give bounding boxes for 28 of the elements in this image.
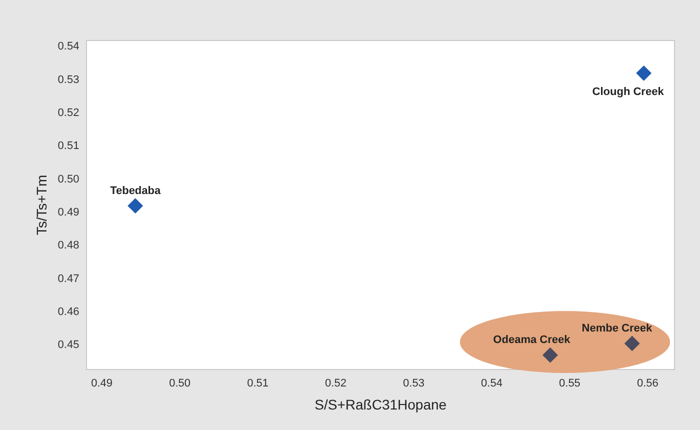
point [636,66,652,81]
x-tick-label: 0.51 [247,378,268,390]
y-tick-label: 0.53 [58,74,80,86]
annotation: Clough Creek [592,86,665,98]
y-tick-label: 0.46 [58,306,80,318]
x-tick-label: 0.50 [169,378,191,390]
y-tick-label: 0.45 [58,339,80,352]
y-tick-label: 0.52 [58,106,80,119]
point [542,348,558,363]
y-tick-label: 0.50 [58,173,80,186]
y-tick-label: 0.51 [58,140,80,152]
point [624,336,640,351]
y-tick-label: 0.48 [58,240,80,252]
x-tick-label: 0.55 [559,378,580,390]
x-axis-title: S/S+RaßC31Hopane [314,396,447,412]
y-tick-label: 0.54 [58,40,80,53]
x-tick-label: 0.53 [403,378,424,390]
y-axis-title: Ts/Ts+Tm [33,174,50,236]
x-tick-label: 0.56 [636,378,658,390]
y-tick-label: 0.47 [58,272,80,285]
annotation: Odeama Creek [493,334,572,346]
annotation: Nembe Creek [582,322,653,334]
point [128,198,143,214]
x-tick-label: 0.54 [481,378,502,390]
x-tick-label: 0.52 [325,378,346,390]
annotation: Tebedaba [110,184,162,197]
x-tick-label: 0.49 [91,378,113,390]
y-tick-label: 0.49 [58,206,80,218]
